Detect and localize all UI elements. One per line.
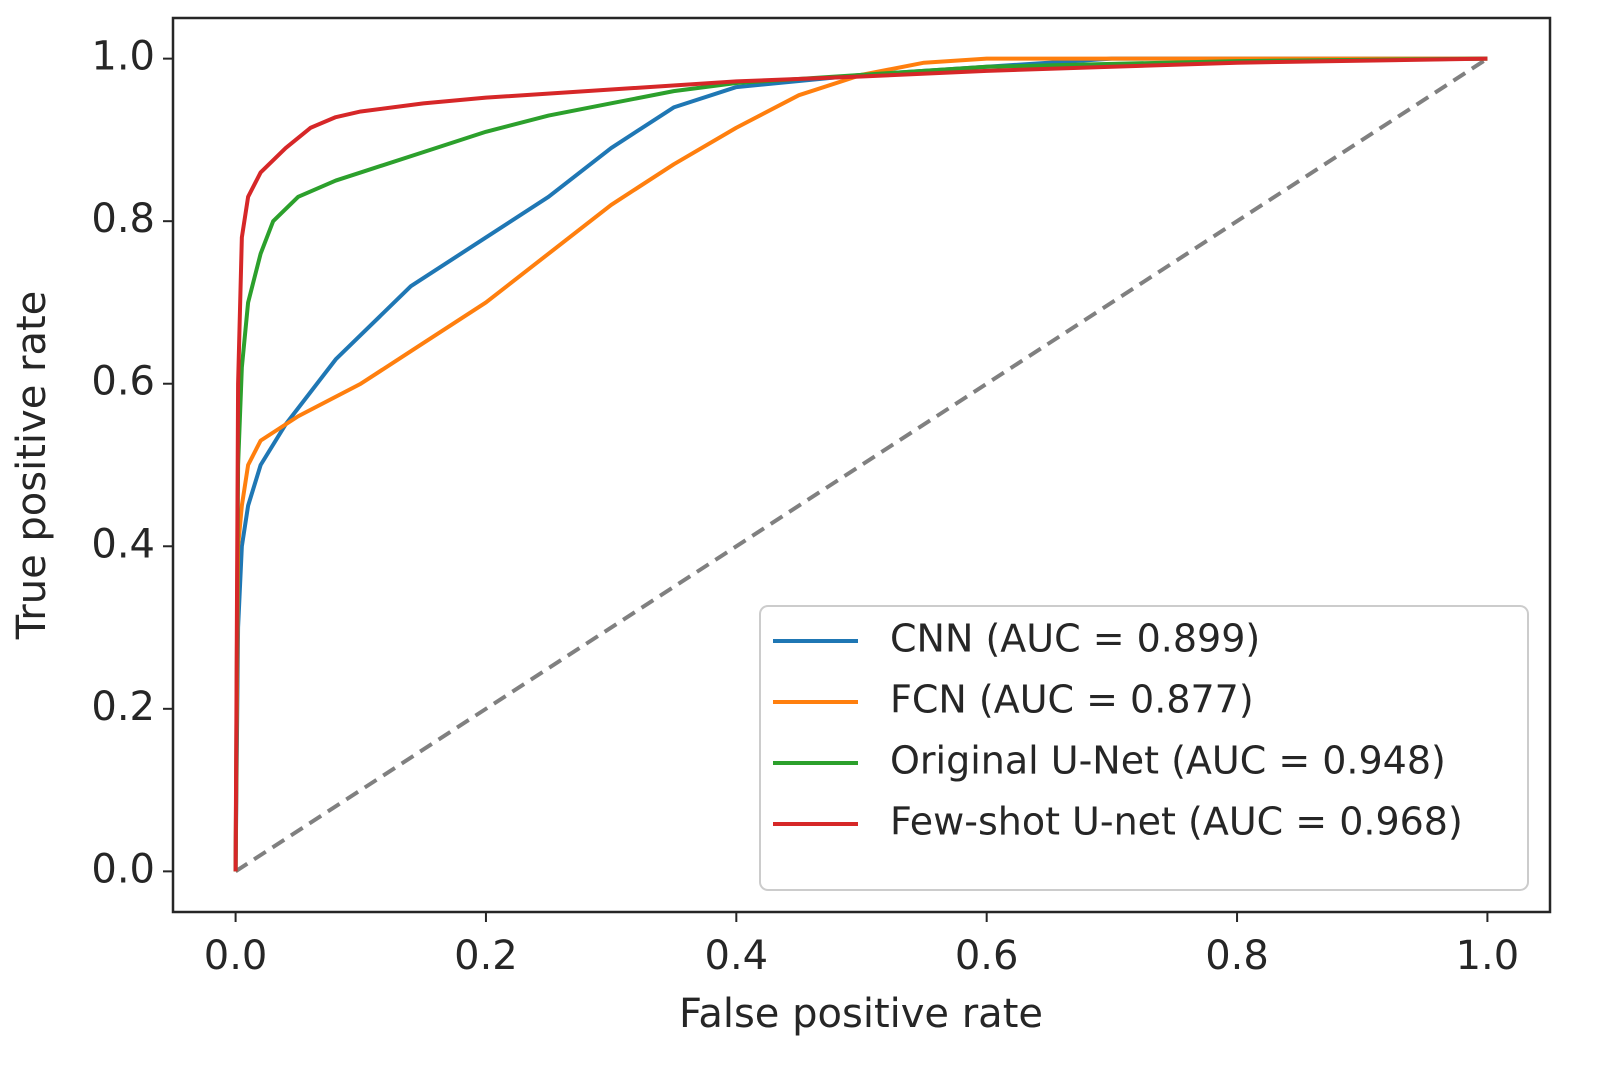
legend-label: Few-shot U-net (AUC = 0.968): [890, 800, 1463, 844]
reference-line: [234, 56, 1489, 874]
y-tick-label: 0.8: [91, 196, 155, 242]
y-tick-label: 0.2: [91, 684, 155, 730]
x-tick-label: 0.8: [1205, 933, 1269, 979]
legend-label: FCN (AUC = 0.877): [890, 678, 1254, 722]
y-tick-label: 0.4: [91, 521, 155, 567]
legend-box: [759, 605, 1529, 891]
legend-label: CNN (AUC = 0.899): [890, 617, 1260, 661]
y-tick-label: 0.6: [91, 359, 155, 405]
plot-frame: [171, 16, 1552, 914]
legend: CNN (AUC = 0.899) FCN (AUC = 0.877) Origin…: [759, 605, 1529, 891]
x-tick-label: 0.6: [955, 933, 1019, 979]
x-tick-label: 0.2: [454, 933, 518, 979]
y-axis-label: True positive rate: [9, 291, 55, 641]
x-tick-label: 1.0: [1456, 933, 1520, 979]
line: [233, 56, 1488, 872]
x-tick-label: 0.0: [204, 933, 268, 979]
x-axis-label: False positive rate: [679, 991, 1043, 1037]
y-tick-label: 0.0: [91, 846, 155, 892]
y-tick-label: 1.0: [91, 34, 155, 80]
legend-label: Original U-Net (AUC = 0.948): [890, 739, 1446, 783]
x-tick-label: 0.4: [705, 933, 769, 979]
